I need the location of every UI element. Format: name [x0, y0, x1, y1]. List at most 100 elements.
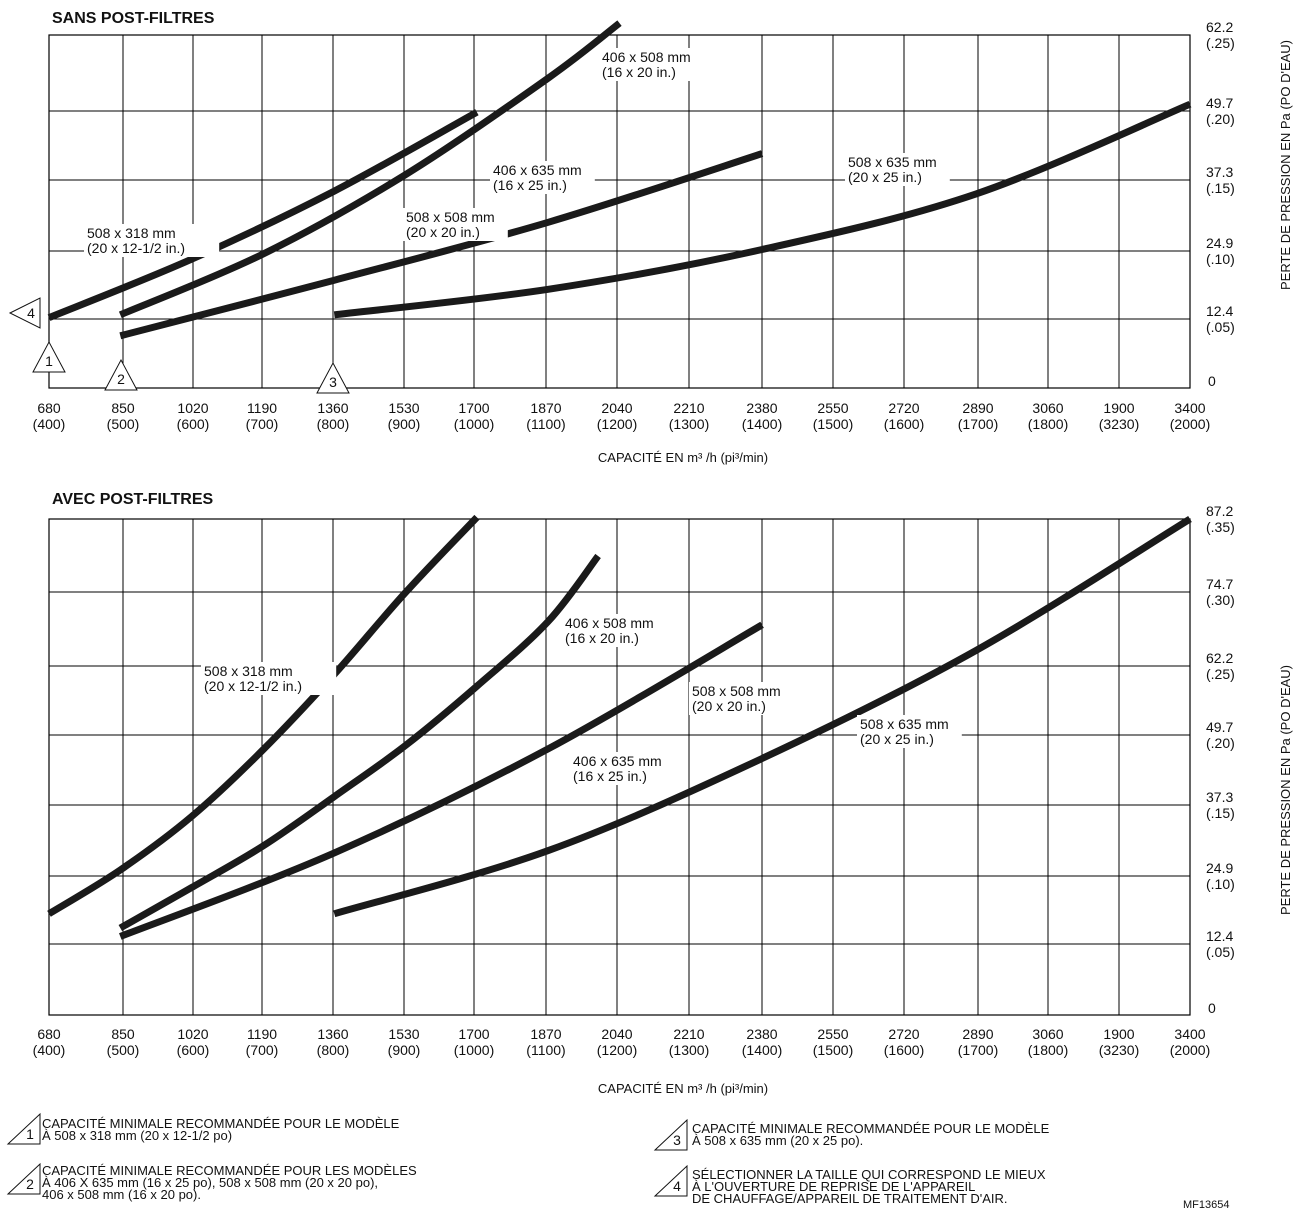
y-tick-label: 24.9 — [1206, 235, 1233, 251]
series-line — [119, 621, 764, 940]
x-tick-label: (900) — [388, 416, 421, 432]
note-2-triangle — [6, 1162, 41, 1195]
marker-3-triangle — [316, 361, 350, 394]
x-tick-label: (500) — [107, 1042, 140, 1058]
x-tick-label: 1870 — [530, 400, 561, 416]
series-label: 406 x 508 mm (16 x 20 in.) — [565, 615, 654, 646]
x-tick-label: (700) — [246, 1042, 279, 1058]
y-tick-label: (.15) — [1206, 805, 1235, 821]
x-tick-label: 1190 — [247, 400, 277, 416]
series-label: 508 x 508 mm (20 x 20 in.) — [406, 209, 495, 240]
marker-1-triangle-label: 1 — [45, 353, 53, 369]
series-line — [118, 20, 622, 319]
x-tick-label: (3230) — [1099, 1042, 1139, 1058]
marker-4-triangle-label: 4 — [27, 305, 35, 321]
series-label-bg — [201, 662, 337, 695]
note-1-number: 1 — [26, 1126, 34, 1142]
series-label-bg — [403, 208, 508, 241]
x-tick-label: 2550 — [817, 400, 848, 416]
x-tick-label: 1700 — [458, 400, 489, 416]
chart-panel-1: CAPACITÉ EN m³ /h (pi³/min) PERTE DE PRES… — [47, 20, 1293, 465]
y-tick-label: (.30) — [1206, 592, 1235, 608]
x-tick-label: (1000) — [454, 1042, 494, 1058]
x-tick-label: 1700 — [458, 1026, 489, 1042]
x-tick-label: 1360 — [317, 400, 348, 416]
x-tick-label: (1100) — [526, 416, 565, 432]
series-label-bg — [562, 614, 667, 647]
y-tick-label: (.10) — [1206, 251, 1235, 267]
y-tick-label: (.05) — [1206, 944, 1235, 960]
note-2-text: À 406 X 635 mm (16 x 25 po), 508 x 508 m… — [42, 1175, 378, 1190]
x-tick-label: (1100) — [526, 1042, 565, 1058]
x-tick-label: (1000) — [454, 416, 494, 432]
series-label: 508 x 635 mm (20 x 25 in.) — [848, 154, 937, 185]
x-tick-label: (2000) — [1170, 1042, 1210, 1058]
series-label-bg — [845, 153, 950, 186]
x-tick-label: 1020 — [177, 1026, 208, 1042]
y-tick-label: (.10) — [1206, 876, 1235, 892]
marker-1-triangle — [32, 340, 66, 373]
chart-title: AVEC POST-FILTRES — [52, 491, 214, 508]
note-1-text: À 508 x 318 mm (20 x 12-1/2 po) — [42, 1128, 232, 1143]
x-tick-label: (800) — [317, 1042, 350, 1058]
marker-3-triangle-label: 3 — [329, 374, 337, 390]
x-tick-label: 2040 — [601, 400, 632, 416]
x-tick-label: (1800) — [1028, 1042, 1068, 1058]
x-tick-label: 2040 — [601, 1026, 632, 1042]
x-tick-label: 2890 — [962, 1026, 993, 1042]
series-label-bg — [599, 48, 704, 81]
note-4-text: SÉLECTIONNER LA TAILLE QUI CORRESPOND LE… — [692, 1167, 1046, 1182]
y-tick-label: 37.3 — [1206, 164, 1233, 180]
note-1-text: CAPACITÉ MINIMALE RECOMMANDÉE POUR LE MO… — [42, 1116, 400, 1131]
x-tick-label: (3230) — [1099, 416, 1139, 432]
x-tick-label: (600) — [177, 416, 210, 432]
x-tick-label: 2890 — [962, 400, 993, 416]
note-1-triangle — [6, 1112, 41, 1145]
x-tick-label: (600) — [177, 1042, 210, 1058]
y-axis-label: PERTE DE PRESSION EN Pa (PO D'EAU) — [1278, 40, 1293, 290]
x-tick-label: 1900 — [1103, 400, 1134, 416]
x-tick-label: 1360 — [317, 1026, 348, 1042]
y-tick-label: (.35) — [1206, 519, 1235, 535]
y-tick-label: 0 — [1208, 1000, 1216, 1016]
x-tick-label: 680 — [37, 1026, 61, 1042]
plot-frame — [48, 518, 1191, 1016]
chart-title: SANS POST-FILTRES — [52, 10, 215, 27]
y-tick-label: (.25) — [1206, 666, 1235, 682]
y-tick-label: 49.7 — [1206, 95, 1233, 111]
x-tick-label: (1500) — [813, 416, 853, 432]
x-tick-label: (1400) — [742, 416, 782, 432]
x-tick-label: 850 — [111, 400, 135, 416]
x-tick-label: (1600) — [884, 1042, 924, 1058]
x-tick-label: 2210 — [673, 1026, 704, 1042]
x-tick-label: 2720 — [888, 1026, 919, 1042]
x-tick-label: 1530 — [388, 1026, 419, 1042]
x-tick-label: 2210 — [673, 400, 704, 416]
series-line — [119, 150, 764, 340]
x-tick-label: 3400 — [1174, 1026, 1205, 1042]
series-label: 406 x 635 mm (16 x 25 in.) — [573, 753, 662, 784]
x-tick-label: (1800) — [1028, 416, 1068, 432]
x-tick-label: (1700) — [958, 1042, 998, 1058]
y-tick-label: 24.9 — [1206, 860, 1233, 876]
x-tick-label: 1530 — [388, 400, 419, 416]
x-tick-label: 1190 — [247, 1026, 277, 1042]
x-tick-label: (1200) — [597, 1042, 637, 1058]
x-tick-label: (1300) — [669, 1042, 709, 1058]
plot-frame — [48, 34, 1191, 389]
y-tick-label: 87.2 — [1206, 503, 1233, 519]
y-tick-label: (.20) — [1206, 735, 1235, 751]
x-tick-label: 2380 — [746, 400, 777, 416]
x-tick-label: (800) — [317, 416, 350, 432]
x-tick-label: 1900 — [1103, 1026, 1134, 1042]
x-tick-label: (900) — [388, 1042, 421, 1058]
note-2-number: 2 — [26, 1176, 34, 1192]
x-tick-label: 2720 — [888, 400, 919, 416]
series-label-bg — [570, 752, 675, 785]
x-tick-label: (1400) — [742, 1042, 782, 1058]
note-4-text: DE CHAUFFAGE/APPAREIL DE TRAITEMENT D'AI… — [692, 1191, 1008, 1206]
y-axis-label: PERTE DE PRESSION EN Pa (PO D'EAU) — [1278, 665, 1293, 915]
series-label-bg — [857, 715, 962, 748]
